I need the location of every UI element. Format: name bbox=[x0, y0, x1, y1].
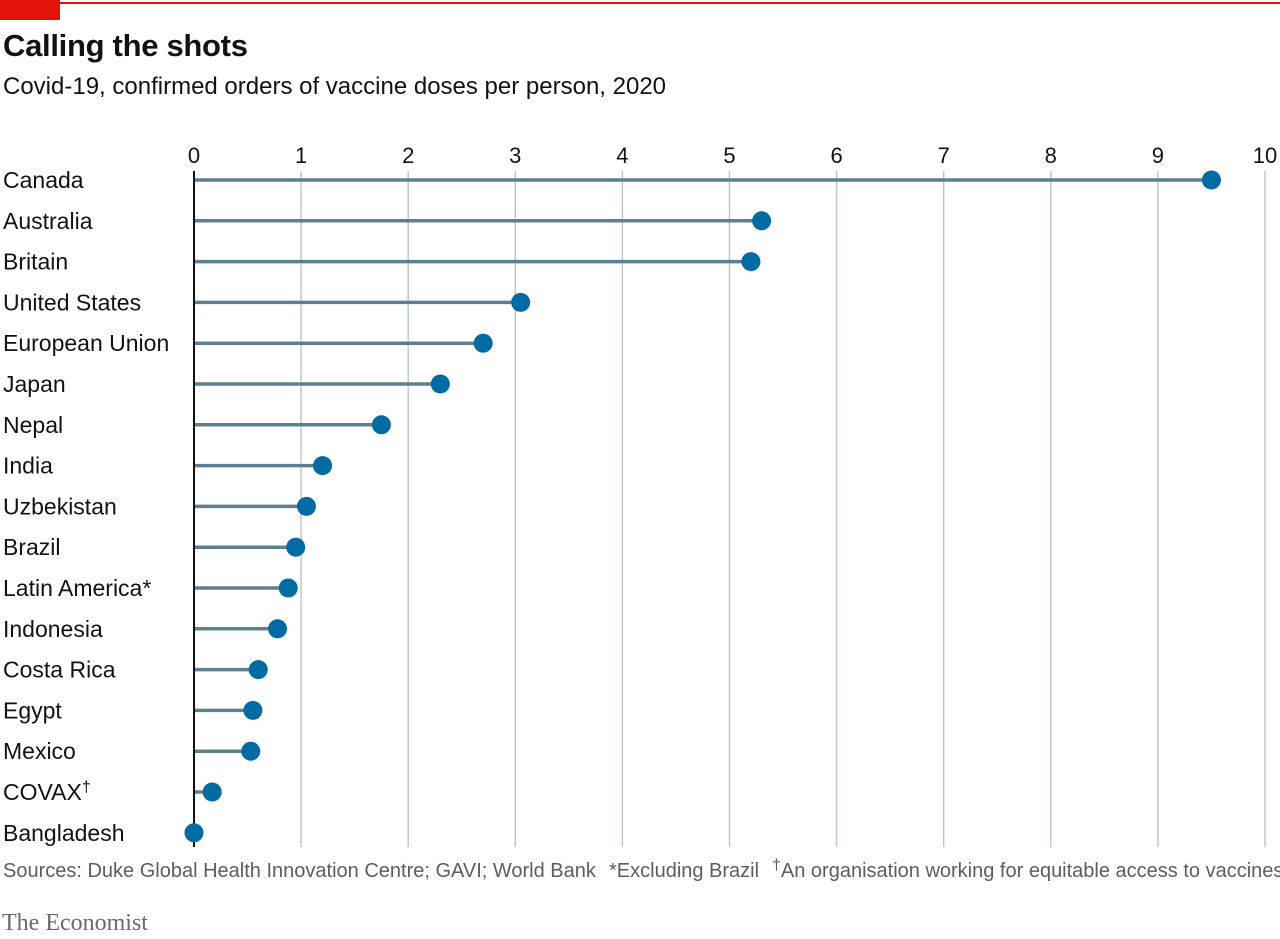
category-label-text: COVAX bbox=[3, 779, 82, 805]
category-label-text: Costa Rica bbox=[3, 657, 116, 683]
top-red-tag bbox=[0, 0, 60, 20]
data-dot bbox=[511, 292, 531, 312]
data-dot bbox=[371, 415, 391, 435]
category-label-text: Egypt bbox=[3, 697, 62, 723]
category-label-text: India bbox=[3, 453, 53, 479]
footnote-covax-text: An organisation working for equitable ac… bbox=[780, 860, 1280, 882]
category-label: Britain bbox=[3, 249, 68, 275]
category-label-text: Nepal bbox=[3, 412, 63, 438]
data-dot bbox=[268, 619, 288, 639]
category-label-text: Bangladesh bbox=[3, 820, 125, 846]
footnote-excluding-brazil: *Excluding Brazil bbox=[609, 860, 760, 882]
x-tick-label: 10 bbox=[1253, 143, 1277, 168]
category-label: Japan bbox=[3, 371, 66, 397]
category-label-text: Japan bbox=[3, 371, 66, 397]
category-label: Uzbekistan bbox=[3, 493, 117, 519]
x-tick-label: 6 bbox=[830, 143, 842, 168]
x-tick-label: 5 bbox=[723, 143, 735, 168]
data-dot bbox=[241, 741, 261, 761]
data-dot bbox=[1201, 170, 1221, 190]
data-dot bbox=[752, 211, 772, 231]
category-label: Mexico bbox=[3, 738, 76, 764]
x-tick-label: 9 bbox=[1152, 143, 1164, 168]
category-label-text: Britain bbox=[3, 249, 68, 275]
category-label: Egypt bbox=[3, 697, 62, 723]
x-tick-label: 3 bbox=[509, 143, 521, 168]
x-tick-label: 2 bbox=[402, 143, 414, 168]
x-tick-label: 1 bbox=[295, 143, 307, 168]
data-dot bbox=[473, 333, 493, 353]
category-label: Indonesia bbox=[3, 616, 103, 642]
category-label-text: Canada bbox=[3, 167, 84, 193]
data-dot bbox=[248, 660, 268, 680]
category-label: Nepal bbox=[3, 412, 63, 438]
category-label: Brazil bbox=[3, 534, 61, 560]
category-label: Costa Rica bbox=[3, 657, 116, 683]
economist-logo: The Economist bbox=[2, 910, 148, 936]
x-tick-label: 8 bbox=[1045, 143, 1057, 168]
category-label-text: United States bbox=[3, 289, 141, 315]
data-dot bbox=[202, 782, 222, 802]
x-tick-label: 0 bbox=[188, 143, 200, 168]
data-dot bbox=[430, 374, 450, 394]
data-dot bbox=[296, 496, 316, 516]
category-label: COVAX† bbox=[3, 779, 91, 805]
category-label-text: Indonesia bbox=[3, 616, 103, 642]
category-label-text: Mexico bbox=[3, 738, 76, 764]
data-dot bbox=[184, 823, 204, 843]
category-label-text: Brazil bbox=[3, 534, 61, 560]
data-dot bbox=[278, 578, 298, 598]
top-red-rule bbox=[0, 2, 1280, 4]
chart-subtitle: Covid-19, confirmed orders of vaccine do… bbox=[3, 73, 667, 100]
category-label: Canada bbox=[3, 167, 84, 193]
category-label: Latin America* bbox=[3, 575, 151, 601]
category-label: European Union bbox=[3, 330, 169, 356]
category-label: United States bbox=[3, 289, 141, 315]
category-label-text: Latin America* bbox=[3, 575, 151, 601]
category-label-text: Australia bbox=[3, 208, 93, 234]
data-dot bbox=[243, 700, 263, 720]
sources-note: Sources: Duke Global Health Innovation C… bbox=[3, 860, 596, 882]
chart-title: Calling the shots bbox=[3, 28, 248, 63]
x-tick-label: 7 bbox=[938, 143, 950, 168]
lollipop-chart: 0 1 2 3 4 5 6 7 8 9 10 Canada Australia Britain Unite… bbox=[3, 143, 1277, 847]
dagger-mark: † bbox=[772, 857, 781, 874]
data-dot bbox=[313, 456, 333, 476]
footnote-covax: †An organisation working for equitable a… bbox=[772, 857, 1280, 883]
data-dot bbox=[286, 537, 306, 557]
category-label-sup: † bbox=[82, 779, 91, 796]
data-dot bbox=[741, 252, 761, 272]
category-label: Australia bbox=[3, 208, 93, 234]
category-label: India bbox=[3, 453, 53, 479]
category-label-text: European Union bbox=[3, 330, 169, 356]
category-label-text: Uzbekistan bbox=[3, 493, 117, 519]
category-label: Bangladesh bbox=[3, 820, 125, 846]
x-tick-label: 4 bbox=[616, 143, 628, 168]
